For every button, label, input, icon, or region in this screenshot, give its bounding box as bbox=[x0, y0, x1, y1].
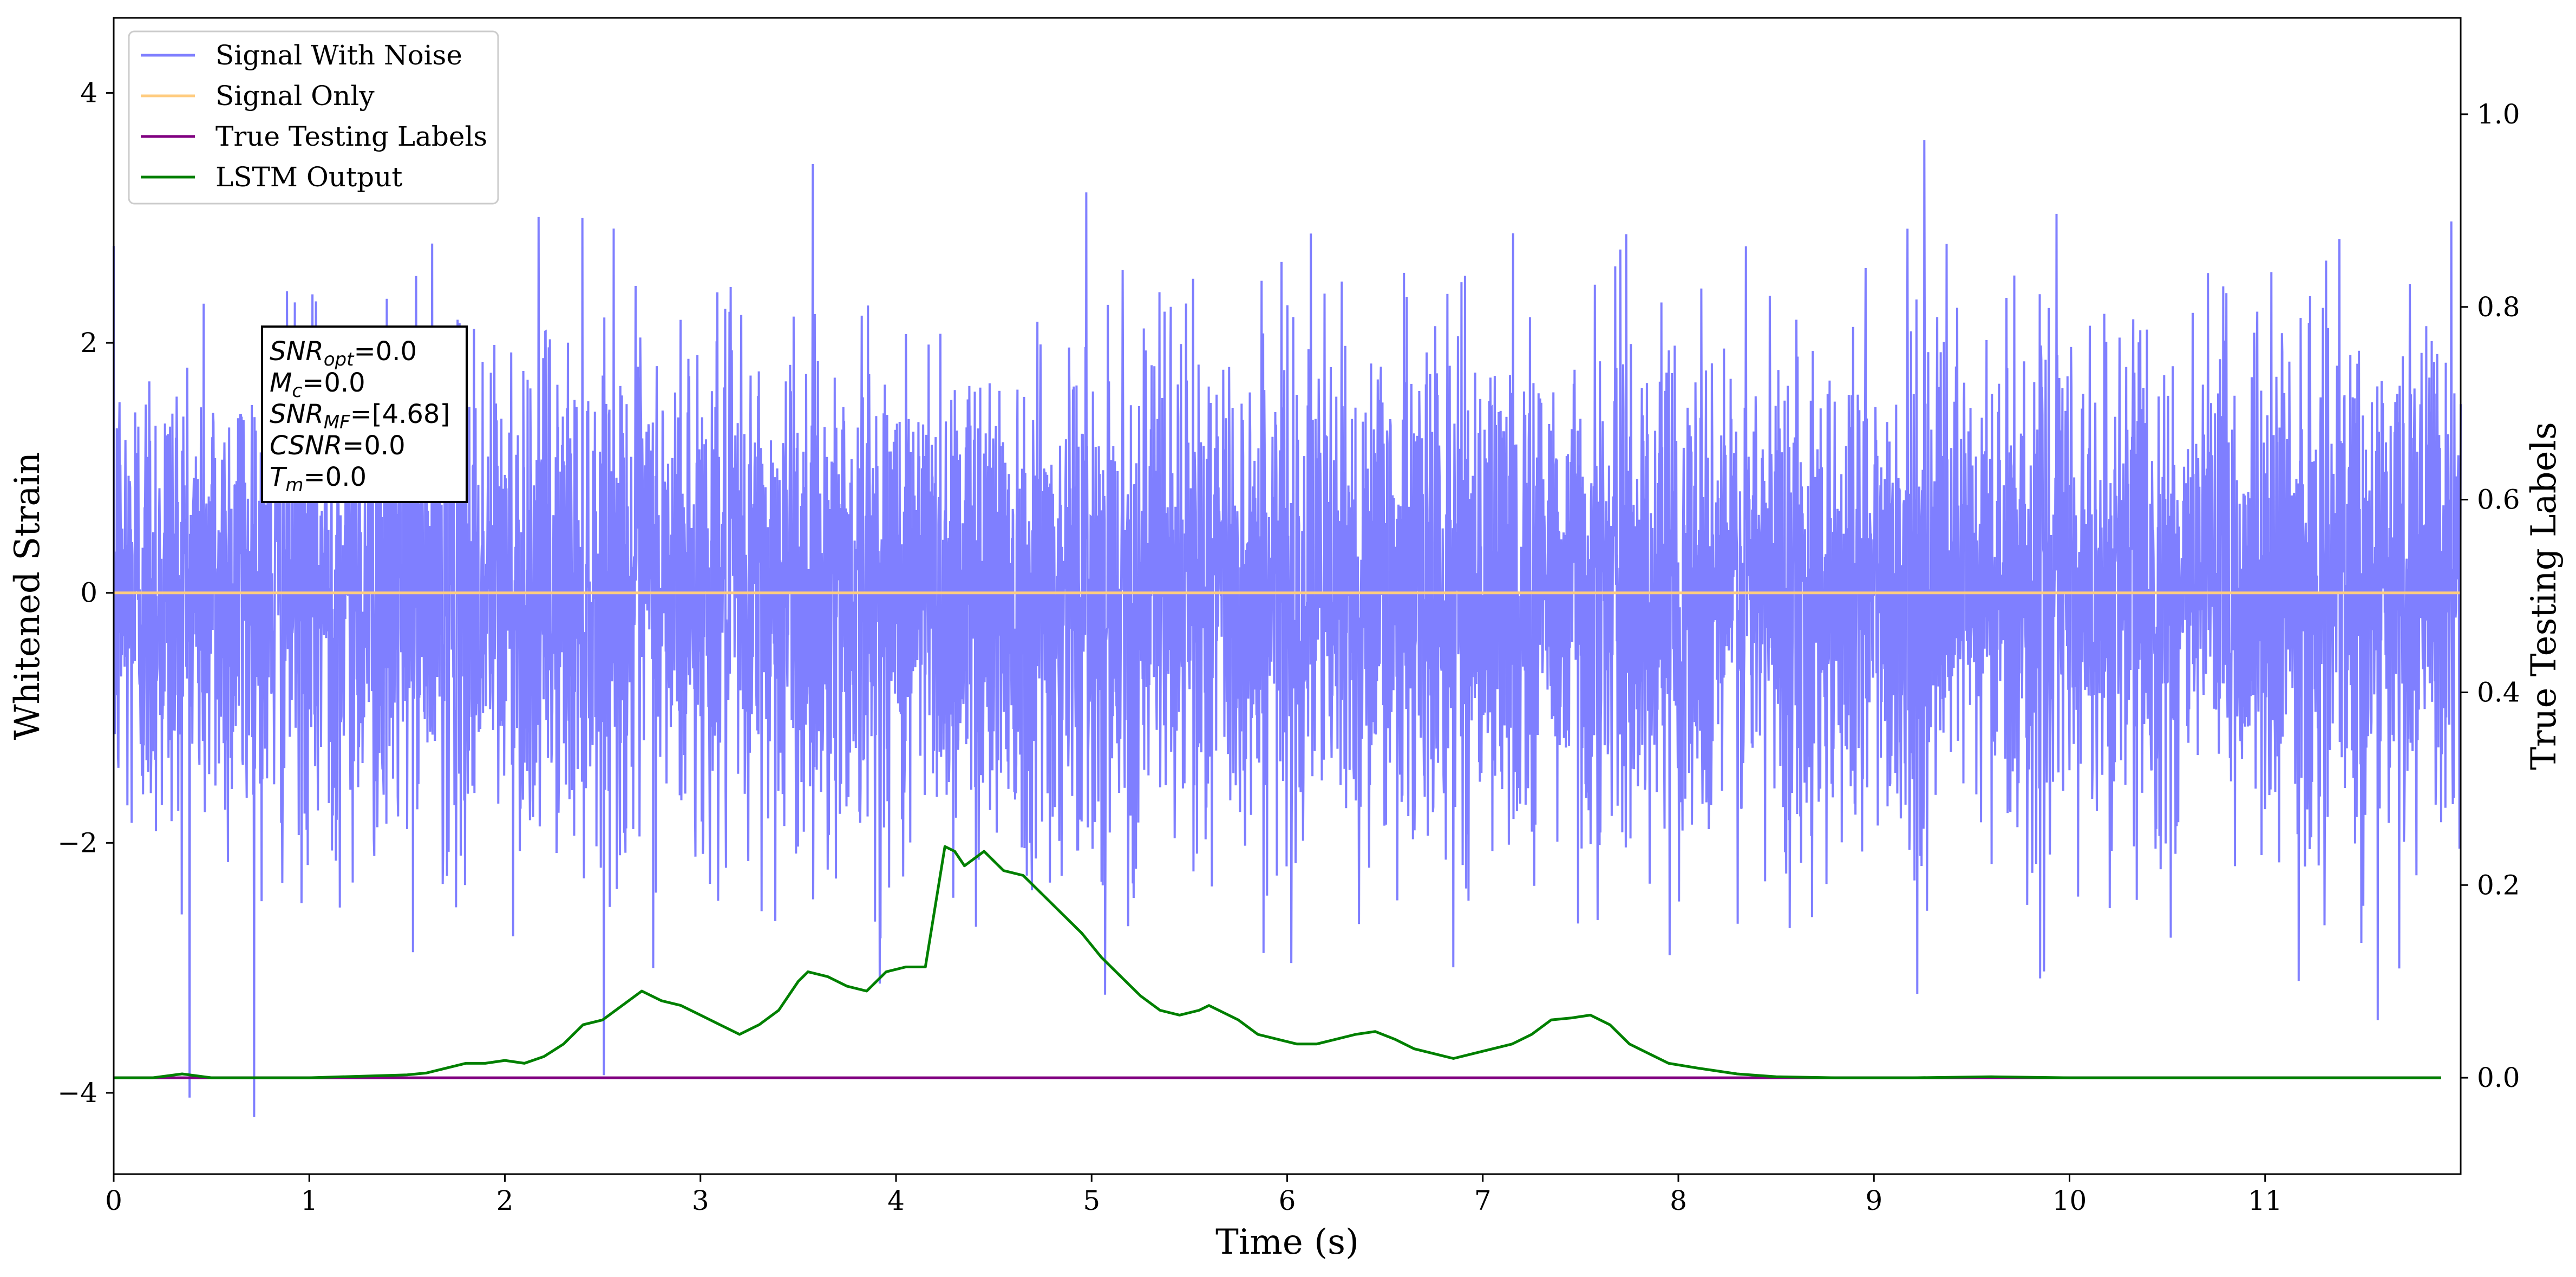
legend: Signal With Noise Signal Only True Testing… bbox=[128, 30, 499, 205]
annotation-value: =0.0 bbox=[302, 368, 365, 398]
annotation-subscript: MF bbox=[324, 412, 350, 433]
annotation-symbol: M bbox=[270, 368, 292, 398]
annotation-line: CSNR=0.0 bbox=[270, 431, 406, 461]
axes-layer: 0 1 2 3 4 5 6 7 8 9 10 11 −4 −2 0 2 4 0.0 0.2 0.4 0.6 0.8 1.0 T… bbox=[8, 77, 2564, 1262]
signal-with-noise-layer bbox=[113, 140, 2462, 1117]
x-tick-label: 9 bbox=[1865, 1185, 1882, 1216]
y-left-tick-label: 2 bbox=[80, 327, 97, 359]
x-tick-label: 3 bbox=[692, 1185, 709, 1216]
y-left-tick-label: −2 bbox=[57, 827, 97, 858]
legend-box bbox=[128, 30, 499, 205]
y-right-tick-label: 0.8 bbox=[2477, 291, 2520, 323]
x-tick-label: 6 bbox=[1279, 1185, 1296, 1216]
x-tick-label: 7 bbox=[1474, 1185, 1492, 1216]
signal-with-noise-line bbox=[113, 140, 2462, 1117]
legend-label: True Testing Labels bbox=[215, 121, 487, 152]
legend-label: LSTM Output bbox=[215, 161, 402, 193]
annotation-subscript: opt bbox=[324, 349, 355, 370]
x-tick-label: 5 bbox=[1083, 1185, 1100, 1216]
x-tick-label: 8 bbox=[1670, 1185, 1687, 1216]
annotation-symbol: SNR bbox=[270, 399, 324, 429]
x-tick-label: 2 bbox=[496, 1185, 514, 1216]
annotation-value: =0.0 bbox=[342, 431, 406, 461]
x-tick-label: 1 bbox=[300, 1185, 318, 1216]
y-left-axis-label: Whitened Strain bbox=[8, 452, 48, 740]
annotation-frame bbox=[261, 325, 468, 503]
y-right-axis-label: True Testing Labels bbox=[2524, 422, 2564, 770]
x-tick-label: 4 bbox=[887, 1185, 905, 1216]
annotation-symbol: T bbox=[270, 462, 287, 492]
annotation-subscript: m bbox=[285, 474, 303, 496]
annotation-line: Mc=0.0 bbox=[270, 368, 365, 402]
annotation-symbol: SNR bbox=[270, 336, 324, 367]
lstm-output-layer bbox=[114, 845, 2441, 1079]
legend-label: Signal With Noise bbox=[215, 40, 462, 71]
annotation-value: =0.0 bbox=[303, 462, 367, 492]
y-right-tick-label: 1.0 bbox=[2477, 99, 2520, 130]
y-right-tick-label: 0.2 bbox=[2477, 869, 2520, 901]
annotation-box: SNRopt=0.0Mc=0.0SNRMF=[4.68]CSNR=0.0Tm=0… bbox=[261, 325, 468, 503]
x-axis-label: Time (s) bbox=[1215, 1222, 1359, 1262]
annotation-line: SNRopt=0.0 bbox=[270, 336, 417, 370]
annotation-line: Tm=0.0 bbox=[270, 462, 367, 496]
x-tick-label: 0 bbox=[105, 1185, 122, 1216]
y-right-tick-label: 0.0 bbox=[2477, 1062, 2520, 1093]
legend-label: Signal Only bbox=[215, 80, 375, 112]
annotation-value: =[4.68] bbox=[350, 399, 450, 429]
y-left-tick-label: 4 bbox=[80, 77, 97, 108]
y-left-tick-label: 0 bbox=[80, 577, 97, 609]
annotation-value: =0.0 bbox=[354, 336, 417, 367]
annotation-line: SNRMF=[4.68] bbox=[270, 399, 450, 433]
y-right-tick-label: 0.6 bbox=[2477, 484, 2520, 516]
x-tick-label: 11 bbox=[2248, 1185, 2283, 1216]
annotation-symbol: CSNR bbox=[270, 431, 342, 461]
x-tick-label: 10 bbox=[2052, 1185, 2087, 1216]
y-left-tick-label: −4 bbox=[57, 1077, 97, 1109]
annotation-subscript: c bbox=[292, 380, 302, 402]
lstm-output-line bbox=[114, 845, 2441, 1079]
y-right-tick-label: 0.4 bbox=[2477, 676, 2520, 708]
